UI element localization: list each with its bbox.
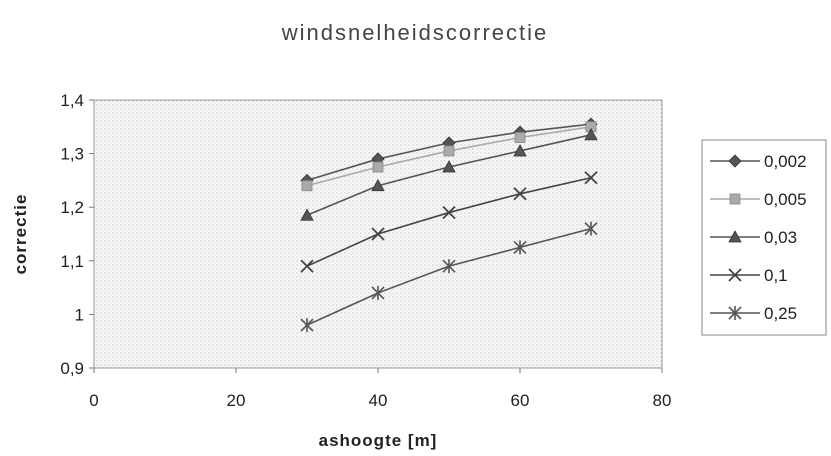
x-tick-label: 80	[653, 391, 672, 410]
legend-marker	[728, 154, 742, 168]
y-tick-label: 0,9	[60, 359, 84, 378]
data-point	[371, 285, 385, 300]
data-point	[584, 221, 598, 236]
data-point	[442, 259, 456, 274]
x-marker-stroke	[513, 187, 527, 201]
data-point	[371, 227, 385, 241]
series-4	[300, 221, 598, 333]
data-point	[371, 178, 385, 192]
x-marker-stroke	[442, 205, 456, 220]
legend-label: 0,25	[764, 304, 797, 323]
x-tick-label: 40	[369, 391, 388, 410]
x-axis-label: ashoogte [m]	[319, 431, 438, 450]
legend-label: 0,005	[764, 190, 807, 209]
data-point	[514, 132, 526, 143]
data-point	[300, 259, 314, 273]
legend-entry: 0,03	[710, 228, 797, 247]
legend-marker	[728, 306, 742, 320]
x-tick-label: 60	[511, 391, 530, 410]
legend-label: 0,1	[764, 266, 788, 285]
x-marker-stroke	[728, 268, 742, 282]
chart-title: windsnelheidscorrectie	[281, 20, 549, 45]
legend-entry: 0,005	[710, 190, 807, 209]
y-tick-label: 1,4	[60, 91, 84, 110]
legend-entry: 0,25	[710, 304, 797, 323]
data-point	[442, 205, 456, 220]
x-marker-stroke	[584, 171, 598, 185]
legend-marker	[729, 193, 741, 205]
legend-entry: 0,1	[710, 266, 788, 285]
data-point	[443, 145, 455, 157]
series-2	[300, 128, 598, 221]
y-tick-label: 1,3	[60, 145, 84, 164]
x-marker-stroke	[371, 227, 385, 241]
x-marker-stroke	[300, 259, 314, 273]
data-point	[513, 144, 527, 157]
legend-marker	[728, 268, 742, 282]
y-tick-label: 1,1	[60, 252, 84, 271]
data-point	[513, 187, 527, 201]
legend-label: 0,03	[764, 228, 797, 247]
data-point	[442, 160, 456, 173]
legend-label: 0,002	[764, 152, 807, 171]
data-point	[513, 240, 527, 255]
series-3	[300, 171, 598, 273]
x-tick-label: 0	[89, 391, 98, 410]
data-point	[372, 161, 384, 173]
data-point	[584, 128, 598, 141]
legend-entry: 0,002	[710, 152, 807, 171]
y-tick-label: 1,2	[60, 198, 84, 217]
data-point	[301, 180, 313, 192]
data-point	[300, 318, 314, 333]
x-tick-label: 20	[227, 391, 246, 410]
y-axis-label: correctie	[11, 194, 30, 275]
legend-marker	[728, 230, 742, 243]
data-point	[584, 171, 598, 185]
data-point	[300, 208, 314, 221]
y-tick-label: 1	[75, 305, 84, 324]
